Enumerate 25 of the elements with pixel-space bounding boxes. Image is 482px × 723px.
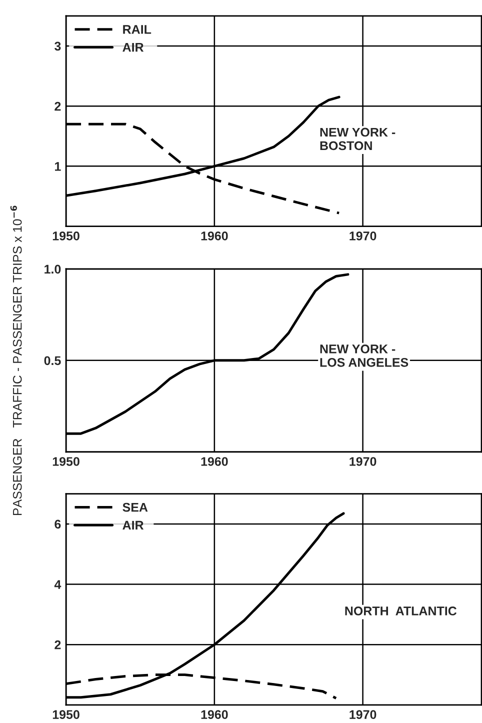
y-tick-label: 2 <box>54 102 61 111</box>
annotation: NEW YORK - LOS ANGELES <box>320 344 408 367</box>
annotation: NORTH ATLANTIC <box>345 606 457 616</box>
x-tick-label: 1950 <box>52 710 80 719</box>
y-tick-label: 3 <box>54 42 61 51</box>
x-tick-label: 1970 <box>350 457 376 466</box>
y-tick-label: 1.0 <box>44 264 61 274</box>
x-tick-label: 1960 <box>201 231 228 240</box>
x-tick-label: 1960 <box>201 457 228 466</box>
x-tick-label: 1970 <box>350 710 376 719</box>
x-tick-label: 1950 <box>52 457 80 466</box>
y-tick-label: 6 <box>54 520 61 529</box>
legend-label: SEA <box>122 502 148 512</box>
x-tick-label: 1970 <box>350 231 376 240</box>
annotation: NEW YORK - BOSTON <box>320 128 396 150</box>
y-tick-label: 0.5 <box>44 356 61 366</box>
legend-label: AIR <box>122 520 144 530</box>
y-tick-label: 4 <box>54 580 62 589</box>
x-tick-label: 1960 <box>201 710 228 719</box>
legend-label: AIR <box>122 43 144 52</box>
y-tick-label: 1 <box>55 162 61 171</box>
x-tick-label: 1950 <box>52 231 80 240</box>
legend-label: RAIL <box>123 25 152 34</box>
y-tick-label: 2 <box>54 640 61 650</box>
y-axis-title: PASSENGER TRAFFIC - PASSENGER TRIPS x 10$^{−6}$ <box>10 206 22 516</box>
